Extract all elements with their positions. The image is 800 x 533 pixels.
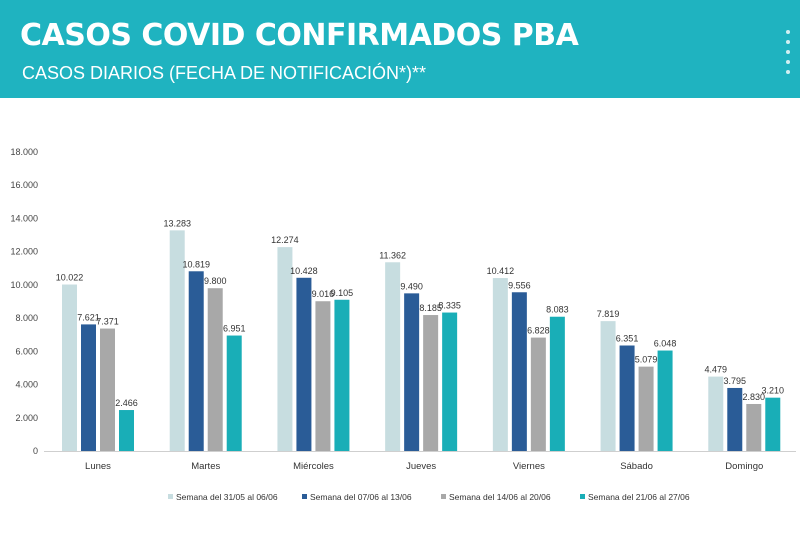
legend-label: Semana del 07/06 al 13/06 bbox=[310, 492, 412, 502]
bar bbox=[277, 247, 293, 451]
data-label: 9.016 bbox=[312, 289, 335, 299]
data-label: 10.428 bbox=[290, 266, 318, 276]
data-label: 6.951 bbox=[223, 324, 246, 334]
data-label: 10.819 bbox=[182, 259, 210, 269]
y-tick-label: 0 bbox=[33, 446, 38, 456]
dots-decoration-icon bbox=[782, 30, 794, 80]
legend-swatch bbox=[302, 494, 307, 499]
bar bbox=[600, 321, 616, 451]
legend-label: Semana del 14/06 al 20/06 bbox=[449, 492, 551, 502]
bar bbox=[81, 324, 96, 451]
data-label: 5.079 bbox=[635, 355, 658, 365]
bar bbox=[549, 316, 565, 451]
data-label: 8.185 bbox=[419, 303, 442, 313]
y-tick-label: 6.000 bbox=[15, 346, 38, 356]
bar bbox=[765, 397, 781, 451]
bar bbox=[385, 262, 401, 451]
data-label: 6.828 bbox=[527, 326, 550, 336]
data-label: 9.490 bbox=[400, 281, 423, 291]
y-tick-label: 8.000 bbox=[15, 313, 38, 323]
y-tick-label: 18.000 bbox=[10, 147, 38, 157]
bar bbox=[511, 292, 527, 451]
category-label: Domingo bbox=[725, 461, 763, 472]
category-label: Martes bbox=[191, 461, 220, 472]
header-banner: CASOS COVID CONFIRMADOS PBA CASOS DIARIO… bbox=[0, 0, 800, 98]
data-label: 4.479 bbox=[705, 365, 728, 375]
legend-label: Semana del 21/06 al 27/06 bbox=[588, 492, 690, 502]
bar bbox=[226, 335, 242, 451]
bar bbox=[423, 315, 439, 451]
bar bbox=[492, 278, 508, 451]
chart-title: CASOS COVID CONFIRMADOS PBA bbox=[20, 18, 579, 53]
legend-label: Semana del 31/05 al 06/06 bbox=[176, 492, 278, 502]
data-label: 7.371 bbox=[96, 317, 119, 327]
data-label: 7.819 bbox=[597, 309, 620, 319]
data-label: 8.083 bbox=[546, 305, 569, 315]
data-label: 6.351 bbox=[616, 334, 639, 344]
bar bbox=[530, 337, 546, 451]
category-label: Lunes bbox=[85, 461, 111, 472]
bar bbox=[657, 350, 673, 451]
bar bbox=[315, 301, 331, 451]
data-label: 7.621 bbox=[77, 312, 100, 322]
bar bbox=[334, 299, 350, 451]
bar bbox=[207, 288, 223, 451]
legend-swatch bbox=[168, 494, 173, 499]
y-tick-label: 10.000 bbox=[10, 280, 38, 290]
y-tick-label: 4.000 bbox=[15, 380, 38, 390]
category-label: Sábado bbox=[620, 461, 653, 472]
bar bbox=[169, 230, 185, 451]
chart-subtitle: CASOS DIARIOS (FECHA DE NOTIFICACIÓN*)** bbox=[22, 63, 427, 83]
bar bbox=[100, 328, 115, 451]
category-label: Viernes bbox=[513, 461, 545, 472]
bar bbox=[638, 366, 654, 451]
data-label: 10.022 bbox=[56, 273, 84, 283]
data-label: 9.105 bbox=[331, 288, 354, 298]
bar bbox=[404, 293, 420, 451]
y-tick-label: 12.000 bbox=[10, 247, 38, 257]
bar bbox=[619, 345, 635, 451]
data-label: 3.795 bbox=[724, 376, 747, 386]
data-label: 6.048 bbox=[654, 339, 677, 349]
data-label: 2.830 bbox=[743, 392, 766, 402]
bar bbox=[746, 403, 762, 451]
data-label: 2.466 bbox=[115, 398, 138, 408]
bar bbox=[442, 312, 458, 451]
data-label: 8.335 bbox=[438, 301, 461, 311]
y-tick-label: 2.000 bbox=[15, 413, 38, 423]
bar bbox=[188, 271, 204, 451]
bar bbox=[727, 387, 743, 451]
y-tick-label: 16.000 bbox=[10, 180, 38, 190]
bar bbox=[62, 284, 77, 451]
data-label: 10.412 bbox=[487, 266, 515, 276]
data-label: 11.362 bbox=[379, 250, 406, 260]
category-label: Jueves bbox=[406, 461, 436, 472]
y-tick-label: 14.000 bbox=[10, 213, 38, 223]
bar bbox=[296, 277, 312, 451]
data-label: 13.283 bbox=[163, 218, 191, 228]
bar bbox=[708, 376, 724, 451]
category-label: Miércoles bbox=[293, 461, 334, 472]
legend-swatch bbox=[441, 494, 446, 499]
data-label: 3.210 bbox=[762, 386, 785, 396]
data-label: 9.800 bbox=[204, 276, 227, 286]
legend-swatch bbox=[580, 494, 585, 499]
bar bbox=[119, 410, 134, 451]
data-label: 9.556 bbox=[508, 280, 531, 290]
data-label: 12.274 bbox=[271, 235, 299, 245]
